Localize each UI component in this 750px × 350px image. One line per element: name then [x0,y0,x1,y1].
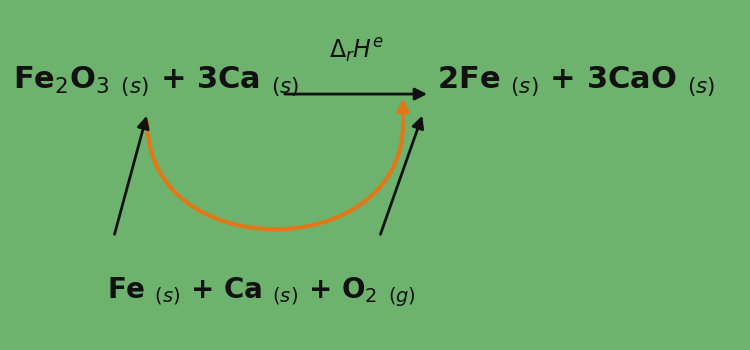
Text: Fe$_2$O$_3$ $_{(s)}$ + 3Ca $_{(s)}$: Fe$_2$O$_3$ $_{(s)}$ + 3Ca $_{(s)}$ [13,65,299,99]
Text: 2Fe $_{(s)}$ + 3CaO $_{(s)}$: 2Fe $_{(s)}$ + 3CaO $_{(s)}$ [436,65,715,99]
Text: Fe $_{(s)}$ + Ca $_{(s)}$ + O$_2$ $_{(g)}$: Fe $_{(s)}$ + Ca $_{(s)}$ + O$_2$ $_{(g)… [107,275,416,309]
Text: $\Delta_r H^e$: $\Delta_r H^e$ [328,37,383,65]
